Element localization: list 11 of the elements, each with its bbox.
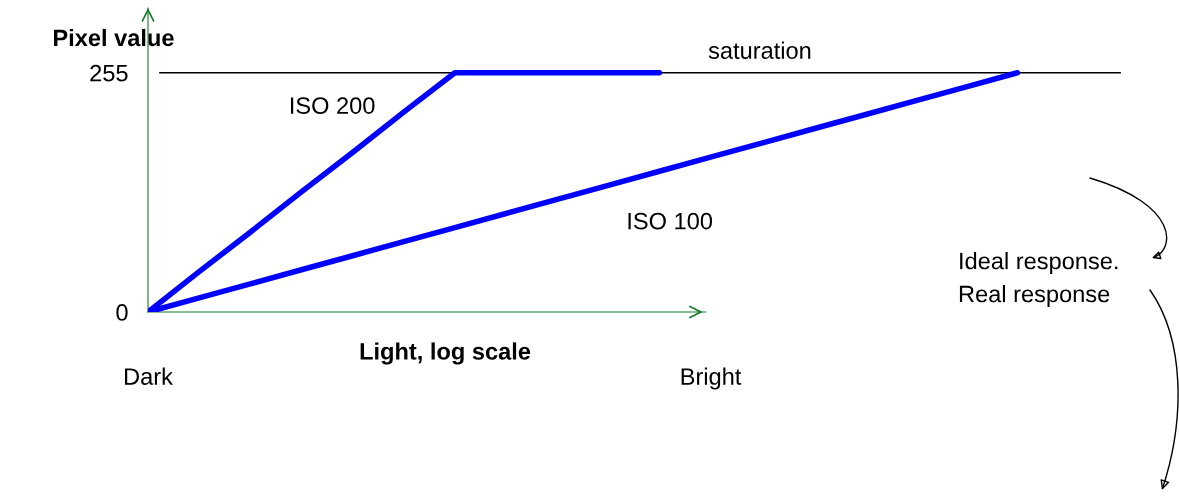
series-label: ISO 200 <box>290 97 375 114</box>
x-tick-label: Bright <box>681 367 742 390</box>
y-axis-title: Pixel value <box>54 28 174 47</box>
x-tick-label: Dark <box>125 367 173 385</box>
ref-line-label: saturation <box>708 41 811 59</box>
y-tick-label: 255 <box>90 64 128 82</box>
series-label: ISO 100 <box>628 212 713 230</box>
y-tick-label: 0 <box>116 304 128 321</box>
annotation: Real response <box>959 285 1110 307</box>
annotation: Ideal response. <box>960 251 1118 274</box>
x-axis-title: Light, log scale <box>360 342 531 365</box>
